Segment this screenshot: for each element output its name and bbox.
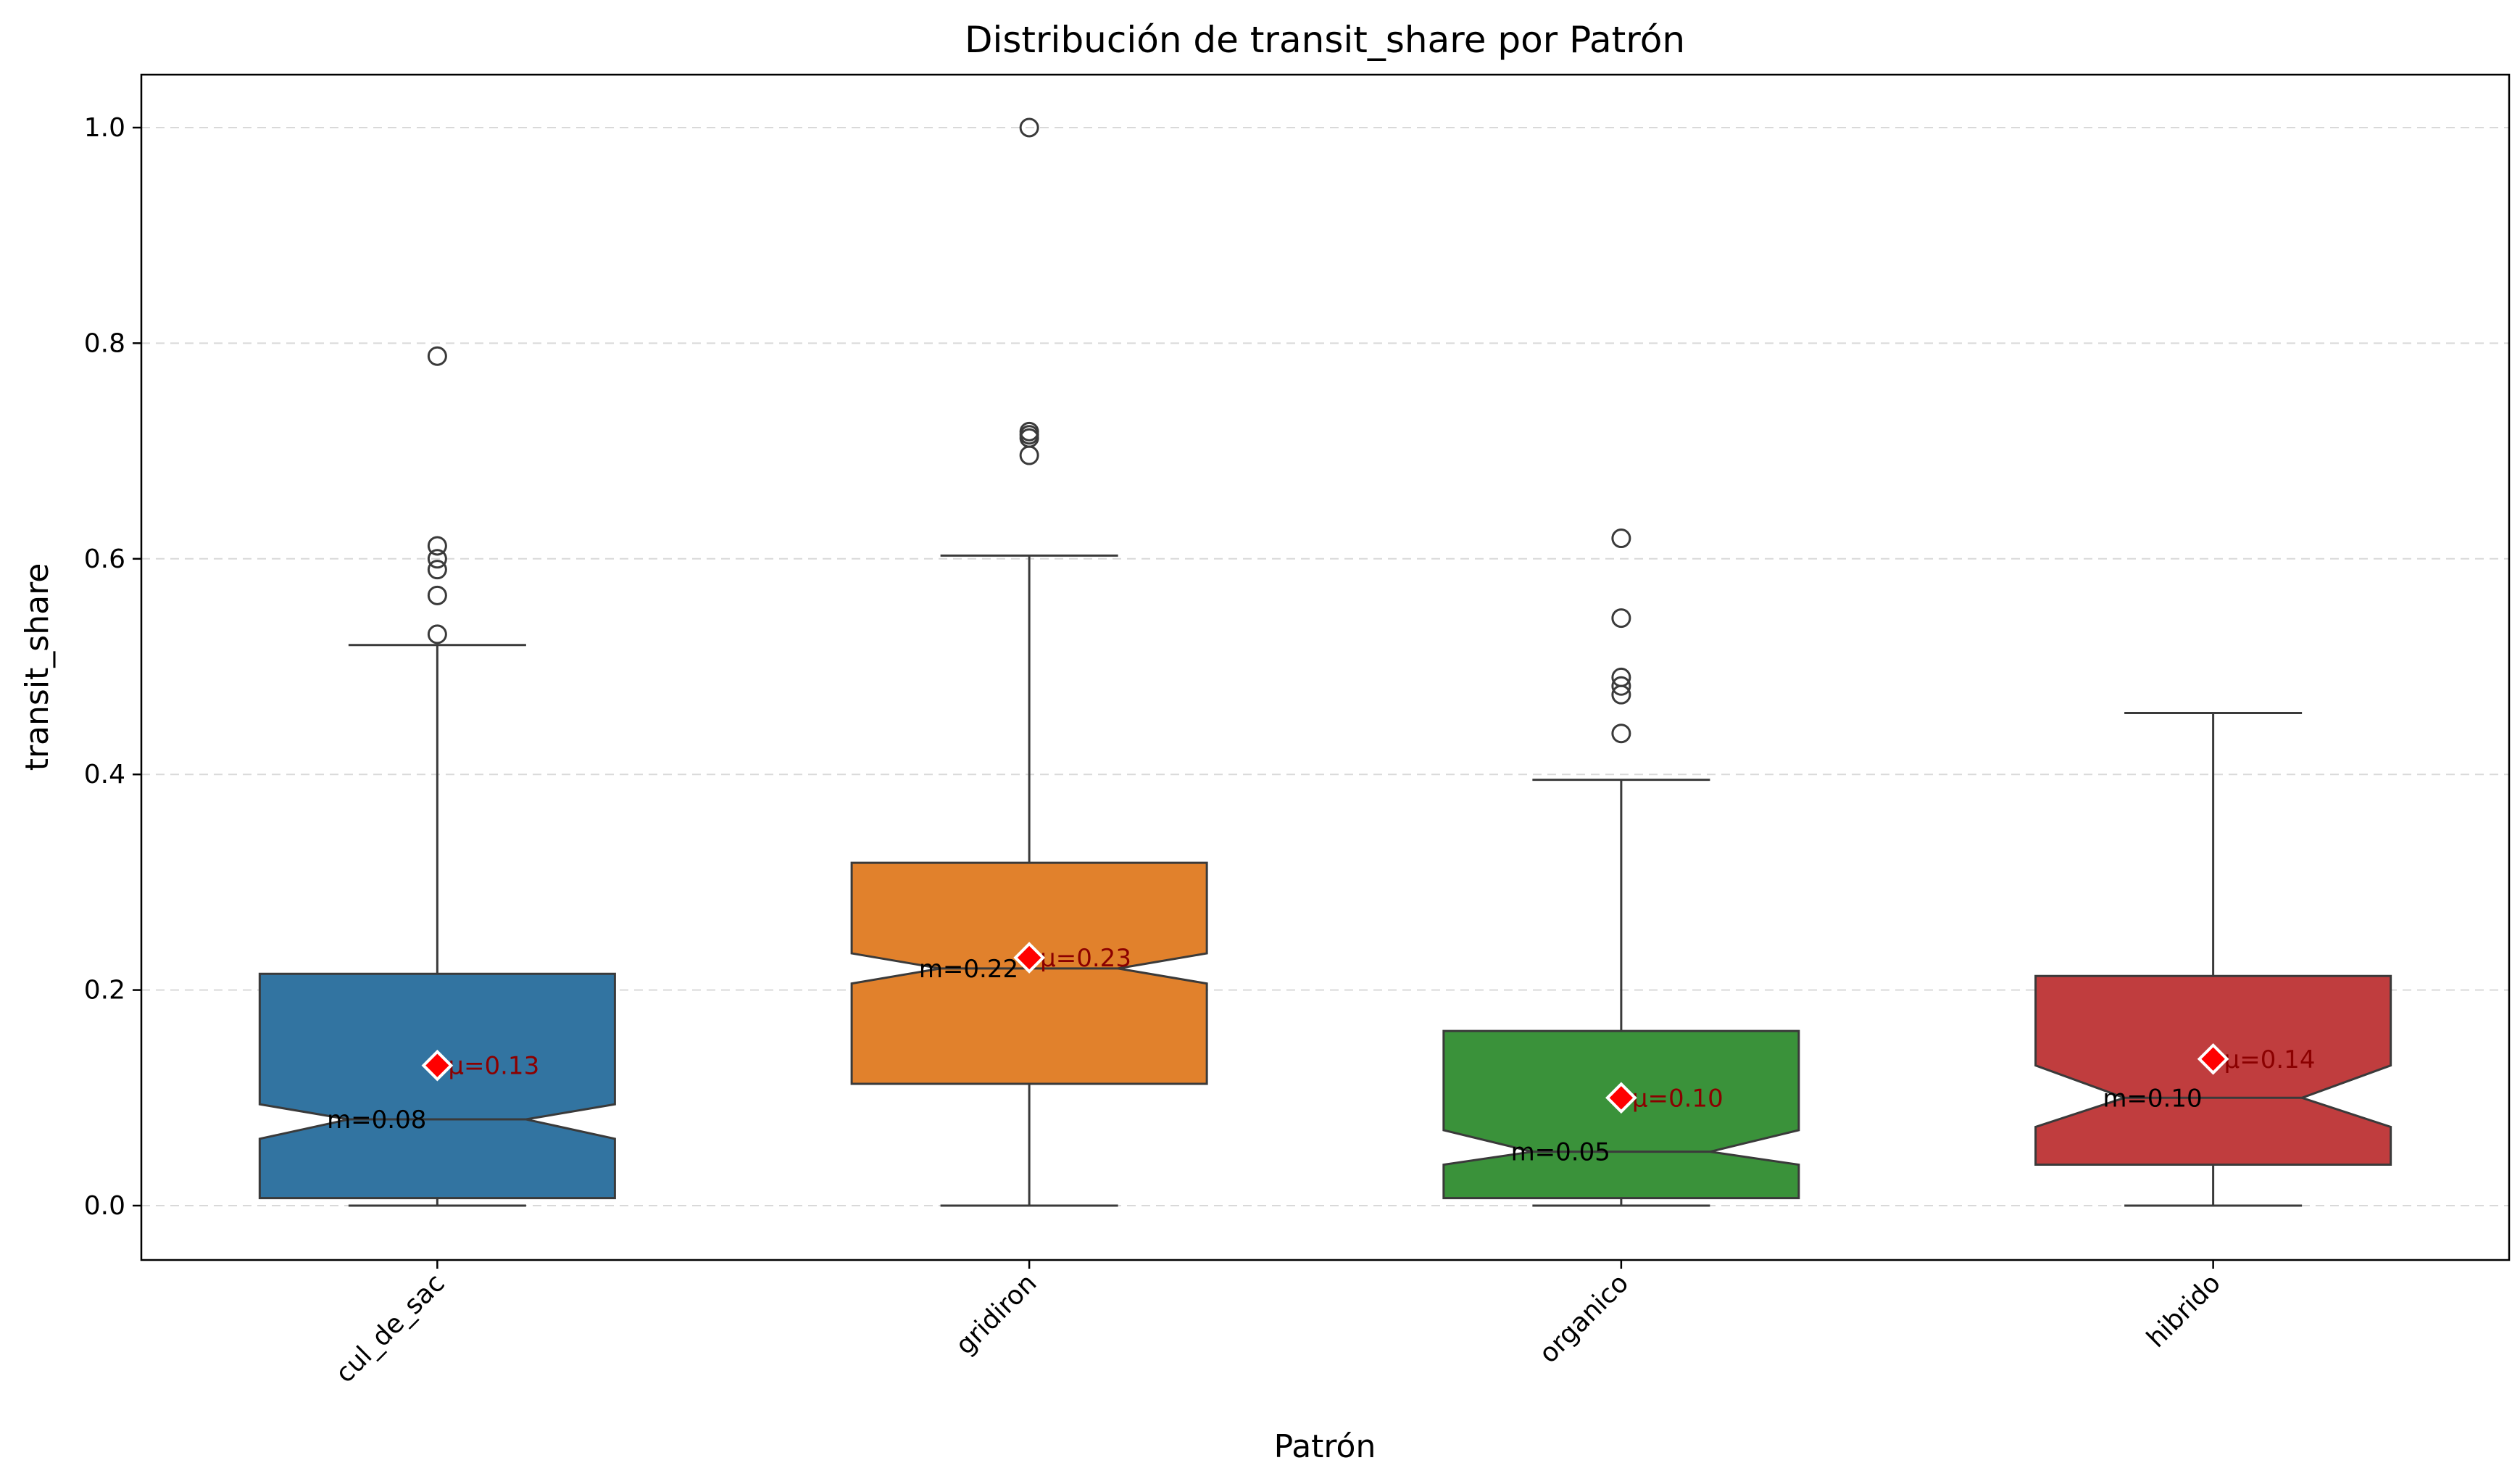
outlier-point (427, 346, 447, 366)
median-annotation: m=0.08 (327, 1106, 426, 1135)
box-plots: m=0.08μ=0.13m=0.22 μ=0.23m=0.05μ=0.10 m=0.… (258, 117, 2392, 1207)
outlier-point (1611, 608, 1631, 629)
outlier-point (1611, 676, 1631, 696)
mean-marker (1013, 942, 1045, 974)
median-annotation: m=0.10 (2103, 1084, 2202, 1113)
outlier-point (427, 549, 447, 569)
y-tick-label: 1.0 (84, 113, 125, 143)
box-cul_de_sac (258, 972, 616, 1200)
x-axis-ticks: cul_de_sac gridiron organico hibrido (330, 1260, 2226, 1389)
outlier-point (1019, 445, 1039, 465)
outlier-point (427, 624, 447, 644)
outlier-point (427, 536, 447, 556)
y-axis-ticks: 0.0 0.2 0.4 0.6 0.8 1.0 (84, 113, 141, 1221)
x-tick-label: organico (1534, 1268, 1634, 1369)
x-axis-label: Patrón (1274, 1428, 1376, 1465)
y-tick-label: 0.4 (84, 760, 125, 789)
x-tick-label: cul_de_sac (330, 1268, 450, 1388)
mean-marker (2197, 1042, 2229, 1075)
median-annotation: m=0.22 (919, 955, 1018, 984)
box-organico (1442, 1029, 1800, 1200)
outlier-point (427, 560, 447, 580)
y-tick-label: 0.8 (84, 328, 125, 358)
mean-annotation: μ=0.13 (448, 1052, 539, 1081)
y-tick-label: 0.0 (84, 1191, 125, 1221)
y-tick-label: 0.6 (84, 544, 125, 574)
x-tick-label: hibrido (2141, 1268, 2226, 1354)
outlier-point (1611, 528, 1631, 549)
outlier-point (1019, 421, 1039, 442)
outlier-point (1611, 667, 1631, 687)
median-annotation: m=0.05 (1511, 1138, 1610, 1167)
box-group-gridiron: m=0.22 μ=0.23 (850, 117, 1208, 1207)
box-group-organico: m=0.05 μ=0.10 (1442, 528, 1800, 1207)
outlier-point (1611, 724, 1631, 744)
outlier-point (427, 585, 447, 605)
y-tick-label: 0.2 (84, 976, 125, 1006)
mean-annotation: μ=0.23 (1040, 944, 1131, 973)
mean-annotation: μ=0.10 (1632, 1084, 1723, 1113)
x-tick-label: gridiron (950, 1268, 1043, 1361)
mean-marker (1605, 1082, 1637, 1114)
outlier-point (1019, 117, 1039, 138)
box-group-hibrido: m=0.10 μ=0.14 (2034, 711, 2392, 1207)
mean-annotation: μ=0.14 (2224, 1045, 2316, 1074)
plot-frame (140, 73, 2511, 1261)
y-axis-label: transit_share (19, 563, 56, 771)
box-group-cul_de_sac: m=0.08 μ=0.13 (258, 346, 616, 1207)
chart-title: Distribución de transit_share por Patrón (965, 19, 1685, 61)
mean-marker (421, 1049, 454, 1082)
